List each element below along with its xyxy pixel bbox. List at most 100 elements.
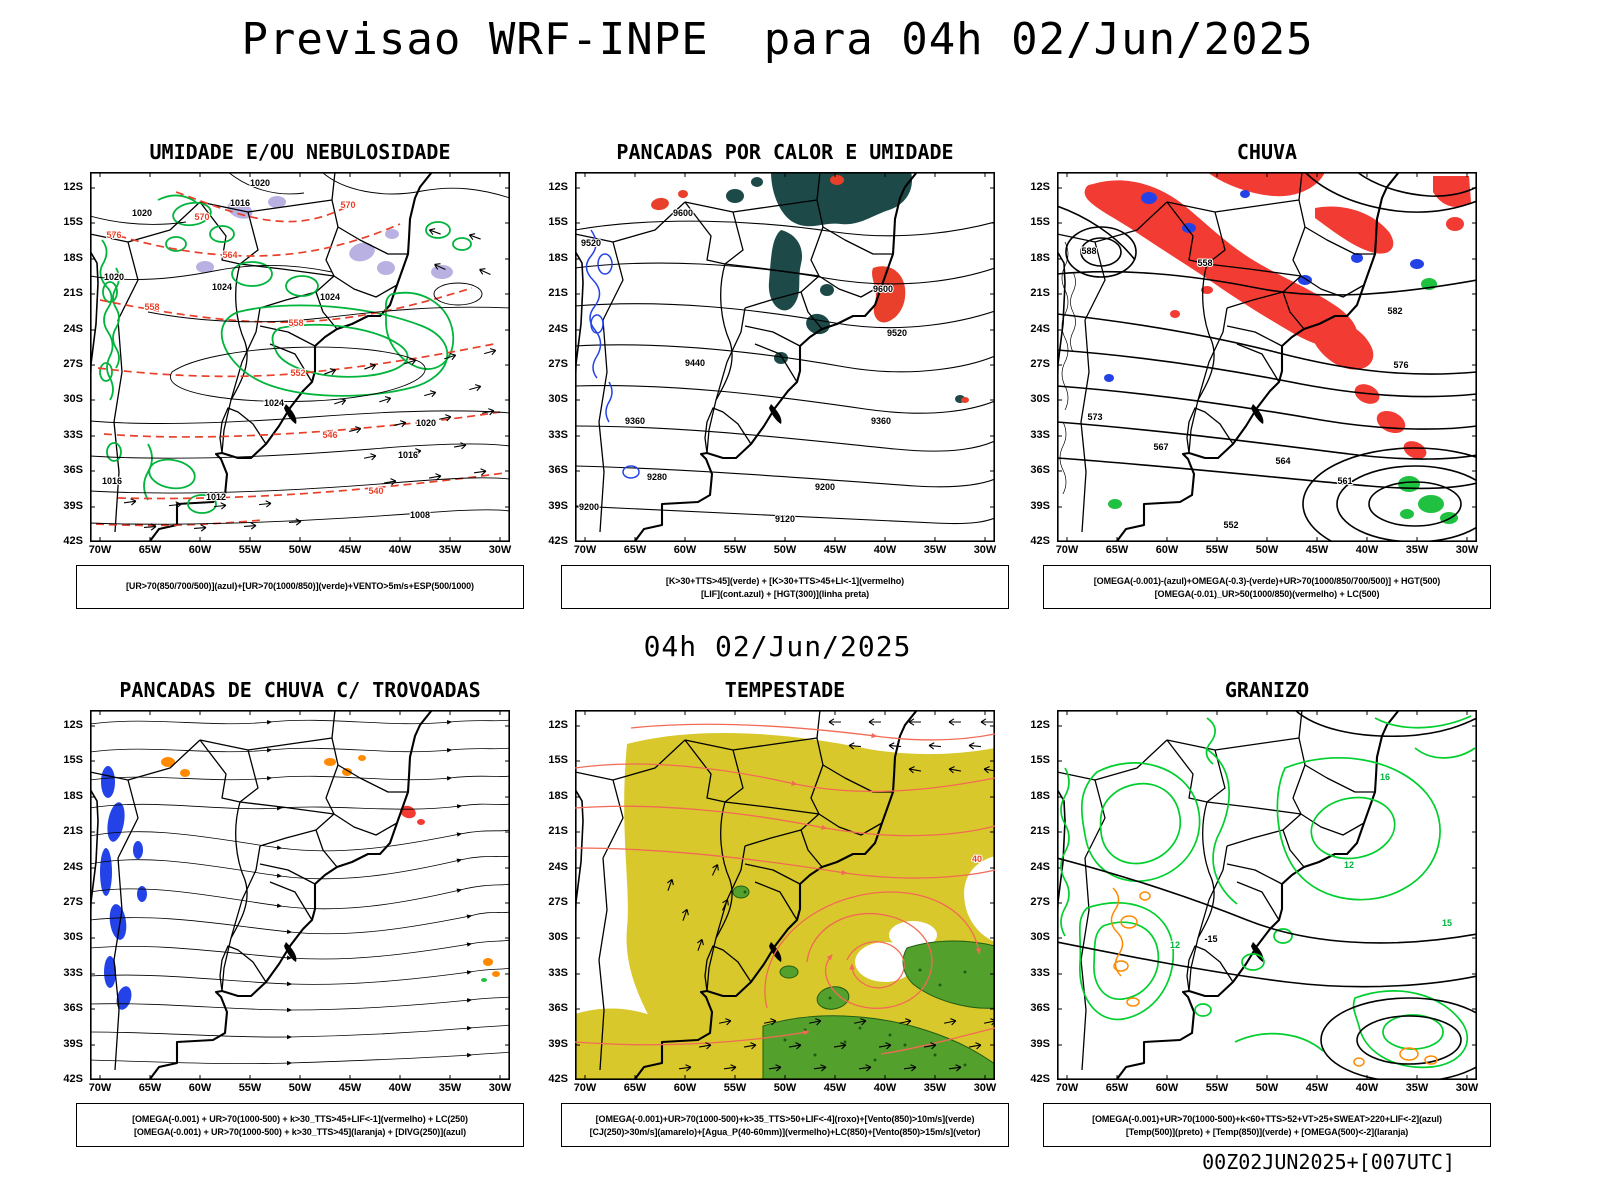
lat-axis-label: 27S (1030, 896, 1050, 908)
map-granizo: -15 16 12 15 12 (1057, 710, 1477, 1080)
lon-axis-label: 50W (1255, 544, 1279, 556)
lon-axis-label: 50W (773, 1082, 797, 1094)
lat-axis-label: 33S (1030, 966, 1050, 979)
lon-axis-label: 40W (388, 544, 412, 556)
lat-axis-label: 36S (1030, 464, 1050, 477)
lat-axis-label: 42S (548, 535, 568, 547)
lat-axis: 12S 15S 18S 21S 24S 27S 30S 33S 36S 39S 42S (535, 710, 571, 1085)
map-pancadas-calor: 9600 9520 9600 9520 9440 9360 9360 9280 9200 9200… (575, 172, 995, 542)
lat-axis-label: 24S (63, 322, 83, 335)
lat-axis-label: 33S (63, 966, 83, 979)
contour-label: 1016 (102, 476, 122, 486)
lat-axis-label: 36S (548, 464, 568, 477)
legend-line: [Temp(500)](preto) + [Temp(850)](verde) … (1125, 1126, 1409, 1137)
map-area-trovoadas: 12S 15S 18S 21S 24S 27S 30S 33S 36S 39S 42S (63, 710, 510, 1085)
lat-axis-label: 21S (63, 825, 83, 838)
contour-label: 573 (1087, 412, 1102, 422)
lat-axis-label: 21S (63, 287, 83, 300)
lat-axis-label: 39S (1030, 499, 1050, 512)
panel-umidade: UMIDADE E/OU NEBULOSIDADE 12S 15S 18S 21S 24… (40, 140, 526, 609)
omega-green-fills (1108, 278, 1458, 524)
lon-axis-label: 65W (623, 544, 647, 556)
panel-trovoadas: PANCADAS DE CHUVA C/ TROVOADAS 12S 15S 18S… (40, 678, 526, 1147)
contour-label: -15 (1204, 934, 1217, 944)
hgt300-contours (575, 220, 995, 525)
lon-axis-label: 35W (1405, 544, 1429, 556)
panel-title-tempestade: TEMPESTADE (724, 678, 846, 702)
lon-axis-label: 35W (923, 544, 947, 556)
contour-label: 1020 (250, 178, 270, 188)
lat-axis-label: 18S (1030, 789, 1050, 802)
severe-fills (651, 175, 969, 403)
lon-axis-label: 45W (1305, 544, 1329, 556)
lat-axis-label: 12S (63, 181, 83, 193)
contour-label: 588 (1081, 246, 1096, 256)
lat-axis-label: 21S (1030, 287, 1050, 300)
lon-axis-label: 45W (1305, 1082, 1329, 1094)
contour-label: 558 (288, 318, 303, 328)
lat-axis-label: 12S (548, 719, 568, 731)
lat-axis-label: 42S (63, 535, 83, 547)
contour-label: 1020 (416, 418, 436, 428)
temp850-green-contours (1060, 715, 1476, 1069)
lon-axis-label: 70W (573, 544, 597, 556)
lon-axis: 70W 65W 60W 55W 50W 45W 40W 35W 30W (1056, 1080, 1479, 1097)
contour-label: 1016 (230, 198, 250, 208)
lon-axis-label: 50W (1255, 1082, 1279, 1094)
legend-granizo: [OMEGA(-0.001)+UR>70(1000-500)+k<60+TTS>… (1043, 1103, 1491, 1147)
lon-axis-label: 30W (973, 1082, 997, 1094)
omega500-orange-contours (1110, 887, 1438, 1067)
lon-axis-label: 70W (88, 1082, 112, 1094)
lat-axis-label: 18S (548, 789, 568, 802)
lon-axis-label: 65W (138, 544, 162, 556)
lat-axis-label: 36S (63, 464, 83, 477)
streamlines (90, 719, 510, 1066)
map-tempestade: 40 (575, 710, 995, 1080)
lat-axis: 12S 15S 18S 21S 24S 27S 30S 33S 36S 39S 42S (50, 172, 86, 547)
contour-label: 567 (1153, 442, 1168, 452)
lat-axis-label: 21S (548, 825, 568, 838)
lon-axis-label: 30W (1455, 544, 1479, 556)
lat-axis-label: 18S (63, 251, 83, 264)
map-area-granizo: 12S 15S 18S 21S 24S 27S 30S 33S 36S 39S 42S (1030, 710, 1477, 1085)
lon-axis-label: 60W (673, 1082, 697, 1094)
lat-axis-label: 21S (548, 287, 568, 300)
lon-axis-label: 55W (238, 544, 262, 556)
lat-axis-label: 39S (548, 1037, 568, 1050)
lon-axis-label: 45W (823, 544, 847, 556)
legend-line: [OMEGA(-0.001)-(azul)+OMEGA(-0.3)-(verde… (1093, 575, 1441, 586)
thickness-dashed-contours (95, 191, 505, 527)
map-area-umidade: 12S 15S 18S 21S 24S 27S 30S 33S 36S 39S 42S (63, 172, 510, 547)
lat-axis-label: 27S (1030, 358, 1050, 370)
lon-axis-label: 65W (1105, 1082, 1129, 1094)
lat-axis-label: 30S (548, 393, 568, 406)
legend-line: [UR>70(850/700/500)](azul)+[UR>70(1000/8… (126, 580, 474, 591)
lat-axis-label: 15S (548, 216, 568, 229)
legend-line: [OMEGA(-0.001)+UR>70(1000-500)+k<60+TTS>… (1092, 1113, 1442, 1124)
lon-axis-label: 40W (873, 1082, 897, 1094)
contour-label: 552 (1223, 520, 1238, 530)
panel-granizo: GRANIZO 12S 15S 18S 21S 24S 27S 30S 33S 36S 39S 42… (1007, 678, 1493, 1147)
contour-label: 9520 (887, 328, 907, 338)
lon-axis-label: 35W (438, 544, 462, 556)
lon-axis-label: 40W (388, 1082, 412, 1094)
lon-axis-label: 55W (1205, 544, 1229, 556)
lat-axis-label: 12S (63, 719, 83, 731)
contour-label: 9200 (815, 482, 835, 492)
lat-axis-label: 18S (63, 789, 83, 802)
lat-axis-label: 21S (1030, 825, 1050, 838)
lat-axis-label: 36S (63, 1002, 83, 1015)
lat-axis-label: 42S (63, 1073, 83, 1085)
terrain-scribbles (1059, 241, 1076, 495)
lat-axis-label: 12S (1030, 181, 1050, 193)
contour-label: 558 (144, 302, 159, 312)
lat-axis-label: 15S (1030, 754, 1050, 767)
lon-axis-label: 65W (1105, 544, 1129, 556)
lat-axis-label: 24S (548, 860, 568, 873)
lat-axis-label: 27S (548, 896, 568, 908)
legend-tempestade: [OMEGA(-0.001)+UR>70(1000-500)+k>35_TTS>… (561, 1103, 1009, 1147)
lon-axis: 70W 65W 60W 55W 50W 45W 40W 35W 30W (1056, 542, 1479, 559)
trovoada-orange-fills (161, 755, 500, 977)
